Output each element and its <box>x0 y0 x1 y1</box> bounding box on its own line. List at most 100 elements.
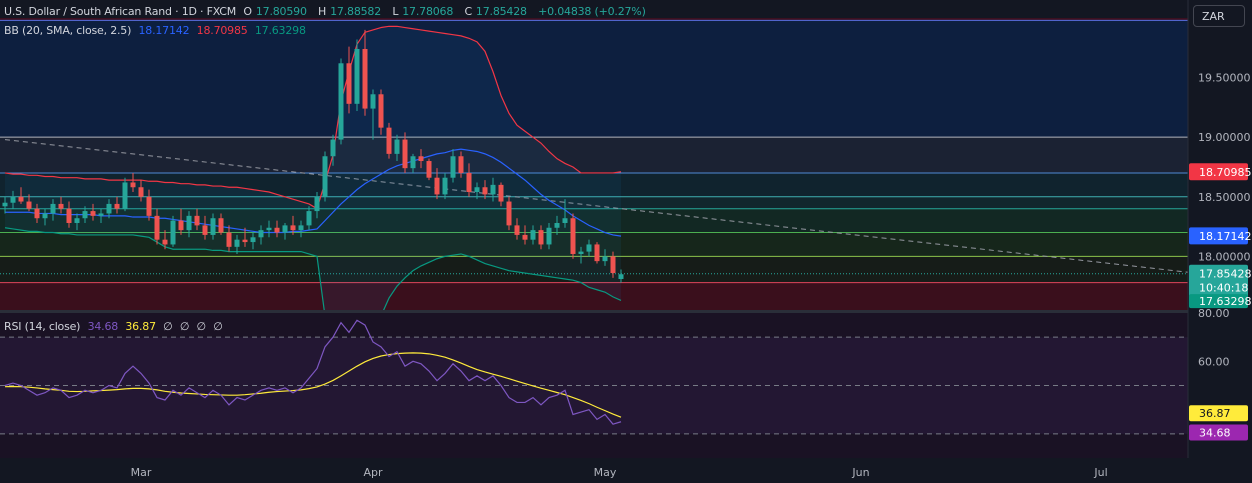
candle-body <box>482 187 488 195</box>
candle <box>58 196 64 214</box>
time-tick-label: Apr <box>363 466 383 479</box>
candle <box>434 168 440 200</box>
bb-lower-value: 17.63298 <box>254 24 306 37</box>
candle-body <box>554 222 560 228</box>
candle <box>114 196 120 214</box>
candle-body <box>290 225 296 231</box>
candle-body <box>34 208 40 219</box>
bb-basis-value: 18.17142 <box>138 24 190 37</box>
candle-body <box>610 256 616 274</box>
candle <box>330 134 336 166</box>
bb-upper-tag-text: 18.70985 <box>1199 166 1252 179</box>
candle <box>154 208 160 245</box>
high-value: 17.88582 <box>330 5 382 18</box>
candle-body <box>314 196 320 212</box>
candle-body <box>298 225 304 231</box>
candle <box>474 182 480 200</box>
rsi-ma-value: 36.87 <box>125 320 156 333</box>
rsi-legend[interactable]: RSI (14, close) 34.68 36.87 ∅ ∅ ∅ ∅ <box>4 320 227 333</box>
time-axis[interactable]: MarAprMayJunJulAug <box>0 458 1252 483</box>
candle <box>98 208 104 223</box>
candle-body <box>538 230 544 245</box>
candle <box>578 246 584 264</box>
price-tick-label: 19.50000 <box>1198 72 1251 85</box>
candle <box>250 232 256 250</box>
candle-body <box>474 187 480 193</box>
candle <box>282 222 288 240</box>
candle-body <box>322 156 328 197</box>
candle <box>66 201 72 228</box>
candle <box>106 199 112 219</box>
candle-body <box>66 208 72 223</box>
close-value: 17.85428 <box>475 5 527 18</box>
rsi-extra-4: ∅ <box>213 320 223 333</box>
candle-body <box>330 139 336 157</box>
candle <box>402 132 408 173</box>
candle-body <box>570 218 576 254</box>
candle <box>298 220 304 238</box>
pane-separator <box>0 310 1252 313</box>
candle <box>82 206 88 223</box>
rsi-pane[interactable] <box>0 313 1188 458</box>
bb-lower-tag: 17.63298 <box>1189 294 1252 309</box>
candle <box>242 227 248 247</box>
candle-body <box>490 184 496 195</box>
candle-body <box>226 232 232 247</box>
currency-button[interactable]: ZAR <box>1193 5 1245 27</box>
rsi-extra-1: ∅ <box>163 320 173 333</box>
candle-body <box>194 215 200 226</box>
candle-body <box>218 218 224 233</box>
rsi-tag-text: 34.68 <box>1199 427 1231 440</box>
candle-body <box>234 239 240 247</box>
bb-legend[interactable]: BB (20, SMA, close, 2.5) 18.17142 18.709… <box>4 24 310 37</box>
bb-label: BB (20, SMA, close, 2.5) <box>4 24 132 37</box>
candle <box>274 220 280 238</box>
candle-body <box>442 177 448 195</box>
fib-zone <box>0 18 1188 21</box>
candle <box>26 194 32 212</box>
price-tick-label: 18.50000 <box>1198 191 1251 204</box>
candle-body <box>586 244 592 252</box>
candle-body <box>2 202 8 207</box>
bb-basis-tag-bg <box>1189 227 1248 245</box>
rsi-label: RSI (14, close) <box>4 320 81 333</box>
rsi-ma-tag-bg <box>1189 405 1248 422</box>
close-tag-text: 17.85428 <box>1199 268 1252 281</box>
candle-body <box>338 63 344 140</box>
candle-body <box>370 94 376 109</box>
candle <box>458 151 464 178</box>
candle <box>442 172 448 200</box>
candle-body <box>578 251 584 254</box>
candle-body <box>362 48 368 109</box>
candle <box>498 182 504 207</box>
bb-basis-tag: 18.17142 <box>1189 227 1252 245</box>
price-pane[interactable] <box>0 18 1252 365</box>
candle <box>338 58 344 145</box>
candle <box>426 158 432 181</box>
candle-body <box>18 196 24 202</box>
candle-body <box>50 203 56 214</box>
candle-body <box>170 220 176 245</box>
bb-upper-tag-bg <box>1189 163 1248 181</box>
candle-body <box>434 177 440 195</box>
candle <box>306 206 312 231</box>
rsi-tick-label: 80.00 <box>1198 307 1230 320</box>
candle <box>602 249 608 266</box>
fib-zone <box>0 137 1188 173</box>
candle-body <box>506 201 512 226</box>
price-tick-label: 18.00000 <box>1198 250 1251 263</box>
candle-body <box>10 196 16 203</box>
candle <box>194 208 200 231</box>
candle-body <box>266 227 272 231</box>
candle <box>202 215 208 240</box>
candle <box>554 215 560 235</box>
candle-body <box>450 156 456 178</box>
candle-body <box>602 256 608 262</box>
candle <box>386 122 392 159</box>
bb-upper-value: 18.70985 <box>196 24 248 37</box>
candle-body <box>426 161 432 178</box>
candle <box>122 177 128 212</box>
fib-zone <box>0 282 1188 310</box>
change-value: +0.04838 (+0.27%) <box>538 5 646 18</box>
